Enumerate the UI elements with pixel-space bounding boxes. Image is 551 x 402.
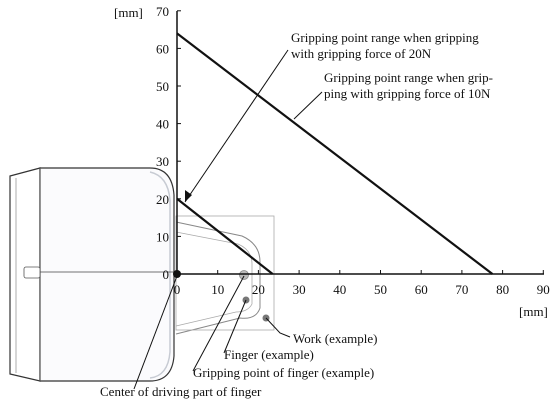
x-tick-label: 30 [293, 282, 306, 297]
annotation-gripping-point: Gripping point of finger (example) [193, 365, 374, 380]
y-tick-label: 20 [156, 192, 169, 207]
y-tick-label: 60 [156, 41, 169, 56]
leader-finger [223, 299, 247, 354]
leader-10n [293, 91, 323, 120]
leader-20n [184, 49, 289, 203]
series-line-20n [176, 197, 274, 275]
leader-center [133, 275, 178, 390]
leader-work [265, 317, 291, 338]
x-tick-label: 50 [374, 282, 387, 297]
x-unit-label: [mm] [519, 304, 548, 319]
leader-gripping-point [192, 275, 245, 372]
annotation-10n-line1: Gripping point range when grip- [324, 70, 493, 85]
annotation-center: Center of driving part of finger [100, 384, 262, 399]
x-tick-label: 70 [455, 282, 468, 297]
y-tick-label: 10 [156, 229, 169, 244]
x-tick-label: 60 [415, 282, 428, 297]
y-tick-label: 30 [156, 154, 169, 169]
y-tick-label: 70 [156, 4, 169, 19]
annotation-work: Work (example) [293, 331, 378, 346]
annotation-10n-line2: ping with gripping force of 10N [324, 86, 491, 101]
gripper-illustration [9, 167, 176, 382]
leader-20n-arrowhead [185, 190, 192, 202]
x-tick-label: 10 [211, 282, 224, 297]
annotation-20n-line1: Gripping point range when gripping [291, 30, 479, 45]
x-tick-label: 80 [496, 282, 509, 297]
x-tick-label: 40 [333, 282, 346, 297]
annotation-finger: Finger (example) [224, 347, 314, 362]
origin-marker [173, 270, 181, 278]
x-tick-label: 0 [174, 282, 181, 297]
y-tick-label: 40 [156, 117, 169, 132]
x-tick-label: 90 [537, 282, 550, 297]
y-tick-label: 50 [156, 79, 169, 94]
y-ticks: 0 10 20 30 40 50 60 70 [156, 4, 181, 282]
y-tick-label: 0 [163, 267, 170, 282]
finger-illustration [175, 215, 275, 335]
x-tick-label: 20 [252, 282, 265, 297]
annotation-20n-line2: with gripping force of 20N [291, 46, 432, 61]
y-unit-label: [mm] [114, 5, 143, 20]
series-line-10n [176, 32, 494, 275]
x-ticks: 0 10 20 30 40 50 60 70 80 90 [174, 270, 550, 297]
